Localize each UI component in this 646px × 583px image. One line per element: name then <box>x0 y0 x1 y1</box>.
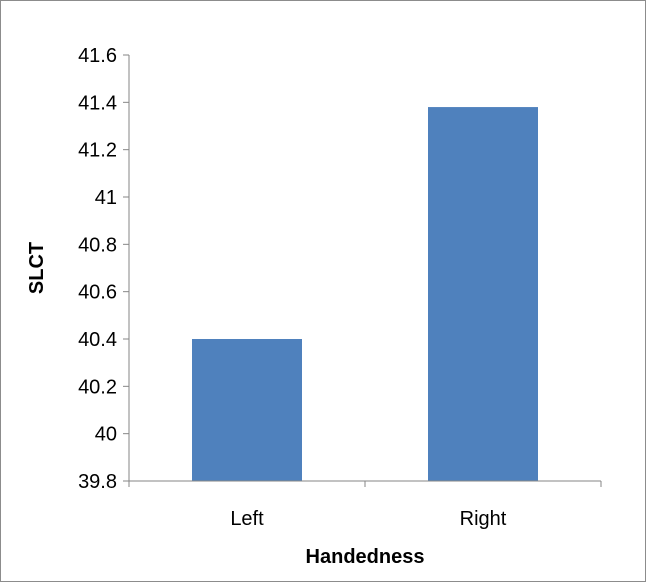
y-tick-label: 41.6 <box>78 45 117 67</box>
y-tick-label: 40.8 <box>78 234 117 256</box>
x-tick-label: Left <box>230 508 264 530</box>
y-tick-label: 40.2 <box>78 376 117 398</box>
x-tick-label: Right <box>460 508 507 530</box>
x-axis-title: Handedness <box>306 546 425 568</box>
y-tick-label: 41.2 <box>78 140 117 162</box>
bar-right <box>428 107 538 482</box>
y-tick-label: 40.6 <box>78 282 117 304</box>
bar-left <box>192 339 302 481</box>
y-axis-ticks: 39.8 40 40.2 40.4 40.6 40.8 41 41.2 41.4 41.6 <box>78 45 129 493</box>
x-axis-ticks: Left Right <box>128 481 602 530</box>
y-tick-label: 40.4 <box>78 329 117 351</box>
y-tick-label: 39.8 <box>78 471 117 493</box>
y-axis-title: SLCT <box>26 242 48 294</box>
bars <box>192 107 538 482</box>
y-tick-label: 41.4 <box>78 92 117 114</box>
y-tick-label: 41 <box>95 187 117 209</box>
y-tick-label: 40 <box>95 424 117 446</box>
